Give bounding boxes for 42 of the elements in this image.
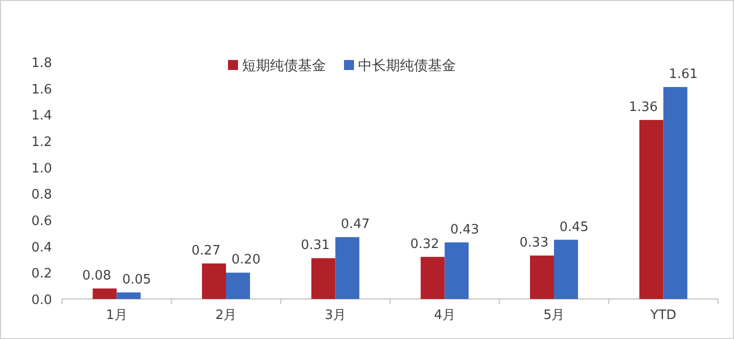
legend-label: 中长期纯债基金 <box>358 58 456 74</box>
data-label: 0.43 <box>450 222 480 238</box>
bar <box>420 256 445 299</box>
x-tick-label: 1月 <box>106 308 128 323</box>
data-label: 0.47 <box>340 217 370 232</box>
y-tick-label: 0.2 <box>31 266 52 282</box>
data-label: 1.36 <box>628 100 658 115</box>
y-tick-label: 1.0 <box>31 161 52 176</box>
data-label: 0.20 <box>232 252 260 268</box>
y-tick-label: 0.8 <box>31 188 52 203</box>
bar <box>116 292 141 299</box>
data-label: 0.32 <box>410 236 440 252</box>
bar <box>663 87 688 299</box>
x-tick-label: 4月 <box>434 308 456 323</box>
data-label: 1.61 <box>668 67 698 82</box>
y-tick-label: 1.8 <box>31 56 52 71</box>
bar <box>639 120 664 299</box>
bar <box>226 272 250 299</box>
x-tick-label: 2月 <box>215 308 237 323</box>
data-label: 0.33 <box>520 236 548 251</box>
data-label: 0.27 <box>192 243 220 258</box>
bar <box>335 237 360 299</box>
data-label: 0.31 <box>300 238 330 254</box>
bar <box>444 242 469 299</box>
y-tick-label: 0.0 <box>31 293 52 308</box>
x-tick-label: 3月 <box>324 308 346 323</box>
x-tick-label: 5月 <box>543 308 565 323</box>
data-label: 0.45 <box>560 220 588 235</box>
data-label: 0.08 <box>82 268 112 284</box>
bar <box>530 256 554 299</box>
bar <box>554 240 578 299</box>
x-tick-label: YTD <box>649 308 676 323</box>
bar <box>202 263 226 299</box>
y-tick-label: 1.2 <box>31 135 52 150</box>
y-tick-label: 1.6 <box>31 82 52 98</box>
y-tick-label: 0.4 <box>31 240 52 256</box>
bar <box>92 288 117 299</box>
y-tick-label: 0.6 <box>31 214 52 229</box>
bar <box>311 258 336 299</box>
data-label: 0.05 <box>122 272 152 288</box>
legend-label: 短期纯债基金 <box>242 58 326 74</box>
y-tick-label: 1.4 <box>31 108 52 124</box>
